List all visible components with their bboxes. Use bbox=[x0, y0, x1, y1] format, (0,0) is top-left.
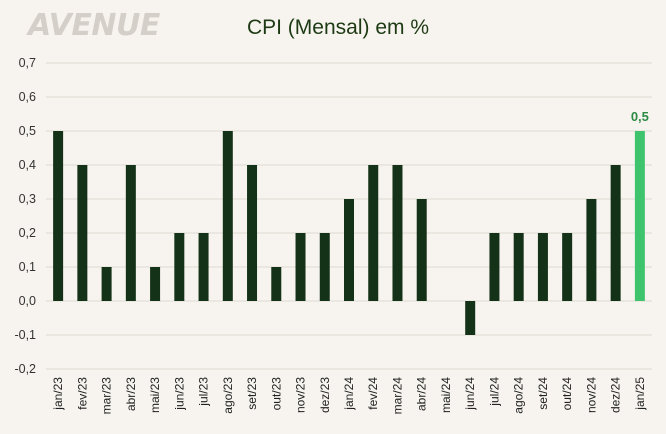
x-tick-label: fev/24 bbox=[366, 377, 380, 410]
x-tick-label: dez/24 bbox=[609, 377, 623, 413]
bar-jan-23 bbox=[53, 131, 64, 301]
bar-jun-23 bbox=[174, 233, 185, 301]
data-label: 0,5 bbox=[631, 109, 649, 124]
y-tick-label: 0,2 bbox=[19, 226, 36, 240]
x-tick-label: jun/24 bbox=[463, 377, 477, 411]
bar-fev-23 bbox=[77, 165, 88, 301]
x-tick-label: ago/24 bbox=[512, 377, 526, 414]
bar-jul-23 bbox=[198, 233, 209, 301]
x-tick-label: jan/25 bbox=[633, 377, 647, 411]
bar-out-23 bbox=[271, 267, 282, 301]
x-tick-label: set/23 bbox=[245, 377, 259, 410]
y-tick-label: 0,3 bbox=[19, 192, 36, 206]
bar-set-23 bbox=[247, 165, 258, 301]
x-tick-label: set/24 bbox=[536, 377, 550, 410]
bar-dez-23 bbox=[319, 233, 330, 301]
bar-jul-24 bbox=[489, 233, 500, 301]
x-tick-label: jul/23 bbox=[197, 377, 211, 407]
y-tick-label: -0,2 bbox=[14, 362, 36, 376]
bar-mar-23 bbox=[101, 267, 112, 301]
x-tick-label: nov/24 bbox=[584, 377, 598, 413]
y-tick-label: 0,6 bbox=[19, 90, 36, 104]
x-tick-label: mai/24 bbox=[439, 377, 453, 413]
y-tick-label: 0,0 bbox=[19, 294, 36, 308]
bar-out-24 bbox=[562, 233, 573, 301]
bar-jan-25 bbox=[634, 131, 645, 301]
bar-set-24 bbox=[537, 233, 548, 301]
x-tick-label: nov/23 bbox=[294, 377, 308, 413]
bar-ago-23 bbox=[222, 131, 233, 301]
y-tick-label: 0,1 bbox=[19, 260, 36, 274]
chart-title: CPI (Mensal) em % bbox=[246, 16, 430, 39]
y-tick-label: 0,5 bbox=[19, 124, 36, 138]
bar-mai-23 bbox=[150, 267, 161, 301]
x-tick-label: jul/24 bbox=[487, 377, 501, 407]
bar-jan-24 bbox=[344, 199, 354, 301]
bar-jun-24 bbox=[465, 301, 476, 335]
x-tick-label: jun/23 bbox=[172, 377, 186, 411]
x-tick-label: jan/24 bbox=[342, 377, 356, 411]
avenue-logo: AVENUE bbox=[28, 8, 160, 43]
x-tick-label: out/23 bbox=[269, 377, 283, 411]
bar-dez-24 bbox=[610, 165, 621, 301]
bar-nov-23 bbox=[295, 233, 306, 301]
bar-mar-24 bbox=[392, 165, 403, 301]
x-tick-label: dez/23 bbox=[318, 377, 332, 413]
y-tick-label: 0,7 bbox=[19, 56, 36, 70]
x-tick-label: abr/24 bbox=[415, 377, 429, 411]
x-tick-label: out/24 bbox=[560, 377, 574, 411]
x-tick-label: fev/23 bbox=[75, 377, 89, 410]
bar-ago-24 bbox=[513, 233, 524, 301]
bar-abr-24 bbox=[416, 199, 427, 301]
x-tick-label: abr/23 bbox=[124, 377, 138, 411]
x-tick-label: mar/24 bbox=[390, 377, 404, 415]
x-tick-label: jan/23 bbox=[51, 377, 65, 411]
y-tick-label: 0,4 bbox=[19, 158, 36, 172]
x-tick-label: ago/23 bbox=[221, 377, 235, 414]
bar-fev-24 bbox=[368, 165, 379, 301]
x-tick-label: mar/23 bbox=[100, 377, 114, 415]
y-tick-label: -0,1 bbox=[14, 328, 36, 342]
bar-nov-24 bbox=[586, 199, 597, 301]
x-tick-label: mai/23 bbox=[148, 377, 162, 413]
bar-abr-23 bbox=[125, 165, 136, 301]
